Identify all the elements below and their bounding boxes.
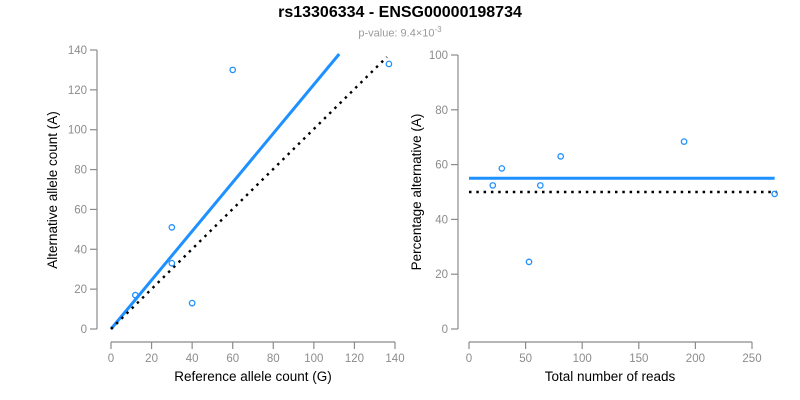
x-tick-label: 20 xyxy=(145,353,158,365)
data-point xyxy=(536,182,544,189)
data-point xyxy=(229,66,237,74)
x-tick-label: 140 xyxy=(385,353,404,365)
data-point xyxy=(168,259,176,267)
y-tick-label: 100 xyxy=(429,50,448,62)
x-tick-label: 40 xyxy=(186,353,199,365)
x-tick-label: 50 xyxy=(519,353,532,365)
pvalue-text: p-value: 9.4×10 xyxy=(358,27,435,40)
y-tick-label: 140 xyxy=(68,45,87,57)
x-tick-label: 120 xyxy=(345,353,364,365)
data-point xyxy=(131,291,139,299)
left-yaxis-title: Alternative allele count (A) xyxy=(45,111,60,269)
data-point xyxy=(680,138,688,145)
y-tick-label: 0 xyxy=(442,324,448,336)
x-tick-label: 100 xyxy=(304,353,323,365)
x-tick-label: 60 xyxy=(226,353,239,365)
right-xaxis-title: Total number of reads xyxy=(545,369,676,384)
x-tick-label: 150 xyxy=(629,353,648,365)
data-point xyxy=(489,182,497,189)
x-tick-label: 100 xyxy=(573,353,592,365)
data-point xyxy=(771,190,778,198)
right-plot: 0 20 40 60 80 100 0 50 100 150 200 250 xyxy=(429,50,778,365)
y-tick-label: 40 xyxy=(435,214,448,226)
data-point xyxy=(525,258,533,266)
data-point xyxy=(188,299,196,307)
y-tick-label: 60 xyxy=(74,204,87,216)
left-plot: 0 20 40 60 80 100 120 140 0 20 40 60 80 100 120 140 xyxy=(68,45,405,365)
y-tick-label: 80 xyxy=(74,165,87,177)
fit-line xyxy=(109,53,341,330)
y-tick-label: 100 xyxy=(68,125,87,137)
x-tick-label: 80 xyxy=(267,353,280,365)
data-point xyxy=(385,60,393,68)
data-point xyxy=(557,153,565,160)
data-point xyxy=(498,165,506,172)
x-tick-label: 0 xyxy=(108,353,114,365)
x-tick-label: 0 xyxy=(466,353,472,365)
y-tick-label: 120 xyxy=(68,85,87,97)
x-tick-label: 200 xyxy=(686,353,705,365)
x-tick-label: 250 xyxy=(742,353,761,365)
pvalue-subtitle: p-value: 9.4×10-3 xyxy=(0,25,800,40)
page-title: rs13306334 - ENSG00000198734 xyxy=(278,4,522,21)
y-tick-label: 0 xyxy=(81,324,87,336)
y-tick-label: 60 xyxy=(435,160,448,172)
left-xaxis-title: Reference allele count (G) xyxy=(174,369,332,384)
y-tick-label: 40 xyxy=(74,244,87,256)
data-point xyxy=(168,224,176,231)
pvalue-exponent: -3 xyxy=(434,25,442,34)
y-tick-label: 20 xyxy=(435,269,448,281)
right-yaxis-title: Percentage alternative (A) xyxy=(409,114,424,271)
identity-line xyxy=(110,56,388,330)
y-tick-label: 80 xyxy=(435,105,448,117)
y-tick-label: 20 xyxy=(74,284,87,296)
